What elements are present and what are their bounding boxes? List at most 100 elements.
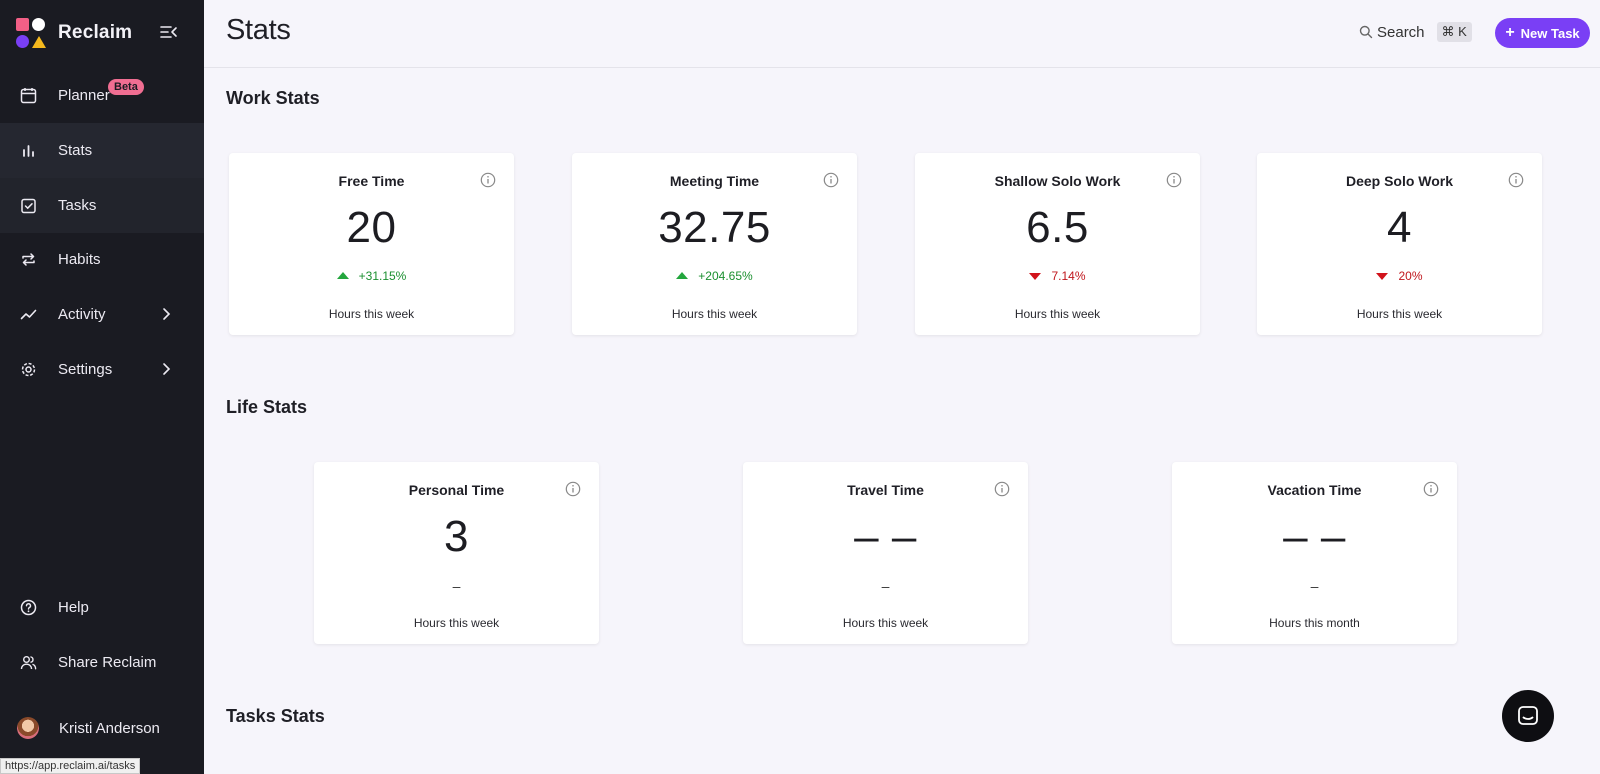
card-change: 7.14% <box>915 269 1200 283</box>
avatar <box>17 717 39 739</box>
card-value: 4 <box>1387 203 1412 252</box>
bar-chart-icon <box>20 142 37 159</box>
info-icon[interactable] <box>565 481 581 497</box>
sidebar-item-stats[interactable]: Stats <box>0 123 204 178</box>
card-value: – – <box>854 512 917 561</box>
chevron-right-icon <box>163 363 171 375</box>
users-icon <box>20 654 37 671</box>
sidebar-item-share-reclaim[interactable]: Share Reclaim <box>0 635 204 690</box>
card-value: 6.5 <box>1026 203 1089 252</box>
sidebar-item-planner[interactable]: Planner Beta <box>0 68 204 123</box>
sidebar-item-tasks[interactable]: Tasks <box>0 178 204 233</box>
change-value: 20% <box>1398 269 1423 283</box>
card-value: 32.75 <box>658 203 771 252</box>
sidebar-item-label: Activity <box>58 306 106 323</box>
main-content: Stats Search ⌘ K + New Task Work Stats F… <box>204 0 1600 774</box>
card-subtitle: Hours this week <box>328 307 415 321</box>
change-value: 7.14% <box>1051 269 1086 283</box>
sidebar-item-label: Habits <box>58 251 101 268</box>
sidebar-item-label: Tasks <box>58 197 97 214</box>
brand[interactable]: Reclaim <box>0 0 204 66</box>
card-title: Personal Time <box>408 482 505 498</box>
user-name: Kristi Anderson <box>59 719 160 737</box>
keyboard-shortcut: ⌘ K <box>1436 22 1472 42</box>
card-subtitle: Hours this week <box>1356 307 1443 321</box>
stat-card-personal-time: Personal Time 3 – Hours this week <box>314 462 599 644</box>
change-value: +204.65% <box>698 269 753 283</box>
card-title: Shallow Solo Work <box>994 173 1121 189</box>
arrow-down-icon <box>1376 273 1389 280</box>
card-change: +204.65% <box>572 269 857 283</box>
arrow-up-icon <box>336 272 349 279</box>
sidebar-item-label: Stats <box>58 142 93 159</box>
card-subtitle: Hours this month <box>1269 616 1360 630</box>
card-subtitle: Hours this week <box>413 616 500 630</box>
page-title: Stats <box>226 14 291 46</box>
card-change: 20% <box>1257 269 1542 283</box>
info-icon[interactable] <box>1423 481 1439 497</box>
status-bar-url: https://app.reclaim.ai/tasks <box>0 758 141 774</box>
search-icon <box>1359 25 1373 39</box>
sidebar: Reclaim Planner Beta Stats Tasks Habits <box>0 0 204 774</box>
plus-icon: + <box>1505 24 1515 41</box>
card-value: 20 <box>346 203 397 252</box>
beta-badge: Beta <box>108 79 144 95</box>
sidebar-item-label: Share Reclaim <box>58 654 157 671</box>
stat-card-shallow-solo-work: Shallow Solo Work 6.5 7.14% Hours this w… <box>915 153 1200 335</box>
arrow-up-icon <box>676 272 689 279</box>
card-title: Vacation Time <box>1267 482 1362 498</box>
stat-card-meeting-time: Meeting Time 32.75 +204.65% Hours this w… <box>572 153 857 335</box>
user-profile[interactable]: Kristi Anderson <box>0 708 204 748</box>
trend-line-icon <box>20 306 37 323</box>
brand-name: Reclaim <box>58 22 133 43</box>
stat-card-travel-time: Travel Time – – – Hours this week <box>743 462 1028 644</box>
chat-support-button[interactable] <box>1502 690 1554 742</box>
sidebar-item-help[interactable]: Help <box>0 580 204 635</box>
card-change: +31.15% <box>229 269 514 283</box>
work-stats-heading: Work Stats <box>226 88 320 108</box>
task-checklist-icon <box>20 197 37 214</box>
new-task-label: New Task <box>1520 25 1580 41</box>
card-title: Meeting Time <box>669 173 760 189</box>
card-change: – <box>452 578 461 594</box>
stat-card-vacation-time: Vacation Time – – – Hours this month <box>1172 462 1457 644</box>
card-value: 3 <box>444 512 469 561</box>
change-value: +31.15% <box>358 269 407 283</box>
repeat-icon <box>20 251 37 268</box>
sidebar-item-label: Planner <box>58 87 110 104</box>
arrow-down-icon <box>1029 273 1042 280</box>
info-icon[interactable] <box>1166 172 1182 188</box>
reclaim-logo-icon <box>16 18 46 48</box>
card-change: – <box>1310 578 1319 594</box>
card-value: – – <box>1283 512 1346 561</box>
chat-icon <box>1518 706 1538 725</box>
card-subtitle: Hours this week <box>1014 307 1101 321</box>
gear-icon <box>20 361 37 378</box>
sidebar-item-settings[interactable]: Settings <box>0 342 204 397</box>
sidebar-item-habits[interactable]: Habits <box>0 232 204 287</box>
life-stats-heading: Life Stats <box>226 397 308 417</box>
help-circle-icon <box>20 599 37 616</box>
tasks-stats-heading: Tasks Stats <box>226 706 325 726</box>
search-button[interactable]: Search ⌘ K <box>1359 22 1472 42</box>
calendar-icon <box>20 87 37 104</box>
chevron-right-icon <box>163 308 171 320</box>
card-title: Deep Solo Work <box>1345 173 1454 189</box>
collapse-sidebar-icon[interactable] <box>160 24 178 40</box>
top-bar: Stats Search ⌘ K + New Task <box>204 0 1600 68</box>
info-icon[interactable] <box>823 172 839 188</box>
stat-card-free-time: Free Time 20 +31.15% Hours this week <box>229 153 514 335</box>
new-task-button[interactable]: + New Task <box>1495 18 1590 48</box>
card-title: Free Time <box>338 173 405 189</box>
search-label: Search <box>1377 23 1425 41</box>
card-subtitle: Hours this week <box>842 616 929 630</box>
card-title: Travel Time <box>847 482 924 498</box>
info-icon[interactable] <box>1508 172 1524 188</box>
sidebar-item-label: Settings <box>58 361 113 378</box>
stat-card-deep-solo-work: Deep Solo Work 4 20% Hours this week <box>1257 153 1542 335</box>
info-icon[interactable] <box>994 481 1010 497</box>
card-change: – <box>881 578 890 594</box>
sidebar-item-label: Help <box>58 599 89 616</box>
info-icon[interactable] <box>480 172 496 188</box>
sidebar-item-activity[interactable]: Activity <box>0 287 204 342</box>
